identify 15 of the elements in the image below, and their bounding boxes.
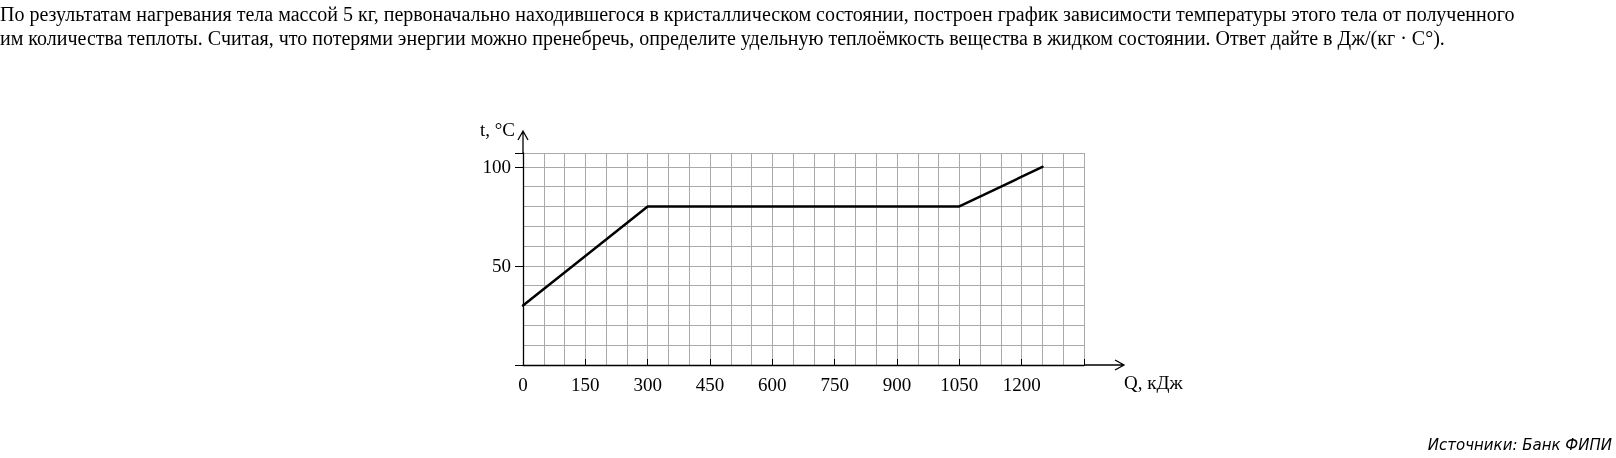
chart-title: По результатам нагревания тела массой 5 кг, первоначально находившегося в кристаллическом состоянии, построен график зависимости температуры этого тела от полученного им количества теплоты. Считая, что потерями энергии можно пренебречь, определите удельную теплоёмкость вещества в жидком состоянии. Ответ дайте в Дж/(кг · C°). xyxy=(0,2,1516,50)
x-tick-label: 750 xyxy=(820,374,849,395)
x-tick-label: 1050 xyxy=(940,374,979,395)
x-tick-label: 150 xyxy=(571,374,600,395)
x-tick-label: 1200 xyxy=(1002,374,1041,395)
x-tick-label: 0 xyxy=(518,374,528,395)
y-tick-label: 100 xyxy=(482,156,511,178)
y-tick-label: 50 xyxy=(492,255,511,277)
x-axis-title: Q, кДж xyxy=(1124,372,1184,393)
x-tick-label: 300 xyxy=(633,374,662,395)
y-axis-title: t, °C xyxy=(479,119,515,140)
x-tick-label: 450 xyxy=(695,374,725,395)
x-tick-label: 600 xyxy=(758,374,787,395)
x-tick-label: 900 xyxy=(882,374,912,395)
text: Источники: Банк ФИПИ xyxy=(1427,436,1612,454)
